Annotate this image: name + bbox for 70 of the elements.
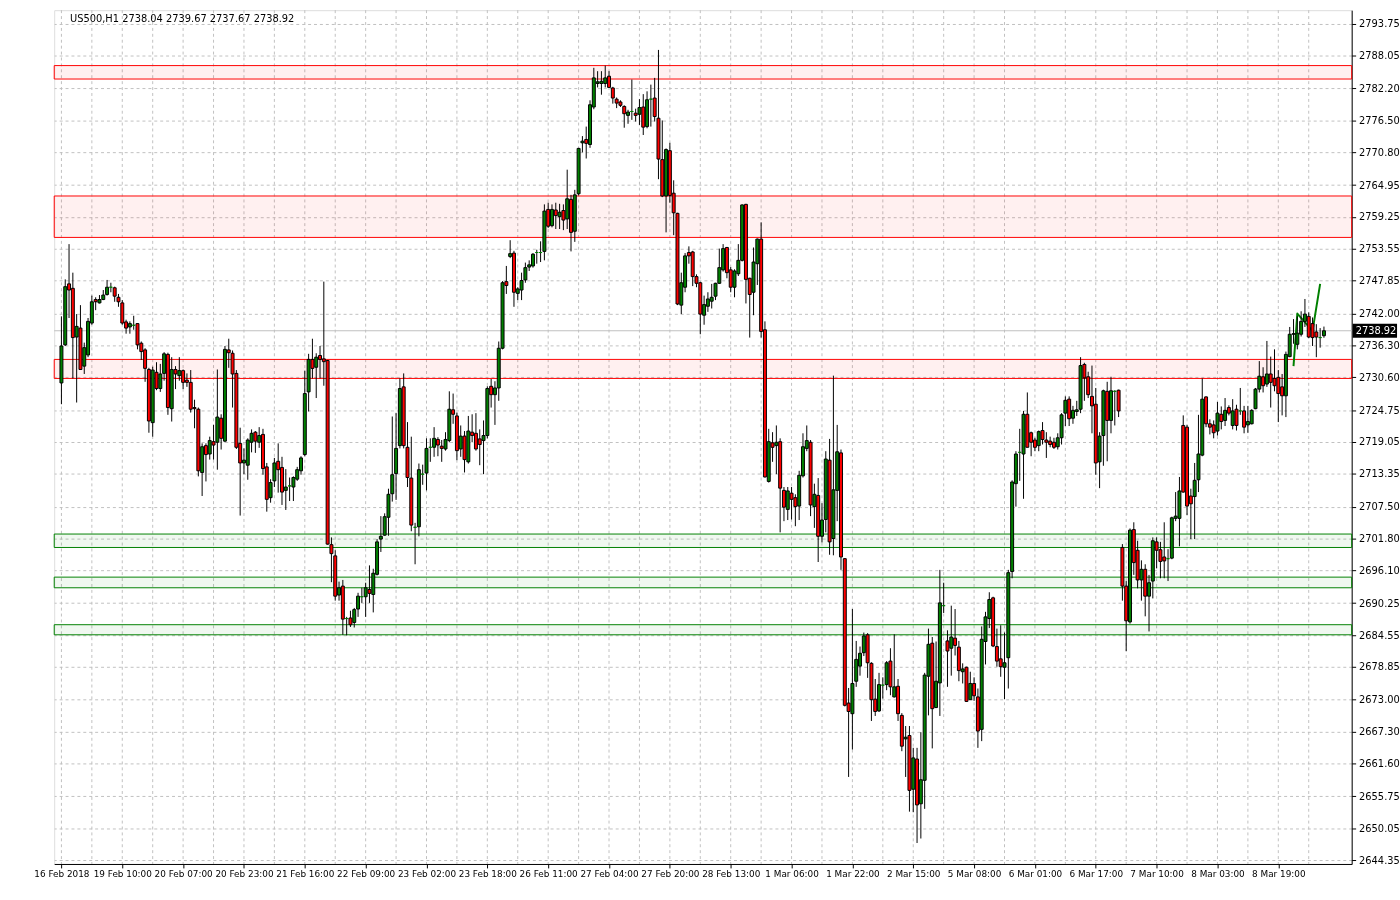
candlestick	[287, 477, 292, 502]
candlestick	[283, 468, 288, 511]
x-tick-label: 19 Feb 10:00	[93, 869, 153, 880]
candlestick	[557, 203, 562, 230]
candlestick	[1245, 405, 1250, 434]
y-tick-label: 2753.55	[1359, 243, 1400, 255]
y-tick-label: 2701.80	[1359, 532, 1400, 544]
x-tick-label: 26 Feb 11:00	[519, 869, 579, 880]
x-tick-label: 16 Feb 2018	[34, 869, 90, 880]
y-tick-label: 2655.75	[1359, 790, 1400, 802]
y-tick-label: 2661.60	[1359, 757, 1400, 769]
y-tick-label: 2788.05	[1359, 50, 1400, 62]
x-tick-label: 27 Feb 20:00	[641, 869, 700, 880]
candlestick	[550, 203, 554, 228]
y-tick-label: 2742.00	[1359, 307, 1400, 319]
x-tick-label: 20 Feb 23:00	[215, 869, 274, 880]
y-tick-label: 2764.95	[1359, 179, 1400, 191]
chart-title: US500,H1 2738.04 2739.67 2737.67 2738.92	[70, 13, 295, 25]
candlestick	[367, 564, 372, 604]
x-tick-label: 27 Feb 04:00	[580, 869, 639, 880]
x-tick-label: 23 Feb 18:00	[458, 869, 518, 880]
ref-line-label: 2738.92	[1355, 324, 1397, 336]
candlestick	[785, 486, 790, 521]
x-tick-label: 28 Feb 13:00	[702, 869, 761, 880]
line-series	[1292, 282, 1322, 368]
candlestick	[1314, 323, 1319, 358]
x-tick-label: 8 Mar 03:00	[1191, 869, 1246, 880]
x-tick-label: 7 Mar 10:00	[1130, 869, 1185, 880]
y-tick-label: 2724.75	[1359, 404, 1400, 416]
y-tick-label: 2713.35	[1359, 468, 1400, 480]
x-tick-label: 5 Mar 08:00	[947, 869, 1002, 880]
y-tick-label: 2770.80	[1359, 146, 1400, 158]
y-tick-label: 2730.60	[1359, 371, 1400, 383]
x-tick-label: 1 Mar 06:00	[765, 869, 820, 880]
candlestick	[622, 104, 627, 129]
candlestick	[253, 430, 258, 454]
y-tick-label: 2747.85	[1359, 275, 1400, 287]
y-tick-label: 2736.30	[1359, 339, 1400, 351]
candlestick	[1295, 315, 1300, 350]
y-tick-label: 2782.20	[1359, 82, 1400, 94]
candlestick	[1051, 437, 1056, 450]
y-tick-label: 2696.10	[1359, 564, 1400, 576]
y-tick-label: 2719.05	[1359, 436, 1400, 448]
candlestick	[968, 671, 973, 701]
x-tick-label: 6 Mar 17:00	[1069, 869, 1124, 880]
y-tick-label: 2667.30	[1359, 726, 1400, 738]
candlestick	[553, 202, 558, 230]
x-tick-label: 21 Feb 16:00	[276, 869, 335, 880]
candlestick	[432, 426, 437, 458]
y-tick-label: 2650.05	[1359, 822, 1400, 834]
y-tick-label: 2707.50	[1359, 501, 1400, 513]
y-tick-label: 2644.35	[1359, 854, 1400, 866]
x-tick-label: 6 Mar 01:00	[1008, 869, 1063, 880]
candlestick	[1067, 395, 1072, 427]
candlestick	[1162, 521, 1167, 579]
y-tick-label: 2684.55	[1359, 629, 1400, 641]
x-tick-label: 2 Mar 15:00	[886, 869, 941, 880]
x-tick-label: 22 Feb 09:00	[337, 869, 396, 880]
candlestick	[105, 279, 110, 297]
x-tick-label: 1 Mar 22:00	[826, 869, 881, 880]
x-tick-label: 20 Feb 07:00	[154, 869, 214, 880]
x-tick-label: 8 Mar 19:00	[1252, 869, 1306, 880]
y-tick-label: 2776.50	[1359, 114, 1400, 126]
y-tick-label: 2690.25	[1359, 597, 1400, 609]
candlestick	[641, 93, 646, 136]
y-tick-label: 2759.25	[1359, 211, 1400, 223]
y-tick-label: 2793.75	[1359, 18, 1400, 30]
x-tick-label: 23 Feb 02:00	[397, 869, 457, 880]
y-tick-label: 2673.00	[1359, 694, 1400, 706]
y-tick-label: 2678.85	[1359, 661, 1400, 673]
